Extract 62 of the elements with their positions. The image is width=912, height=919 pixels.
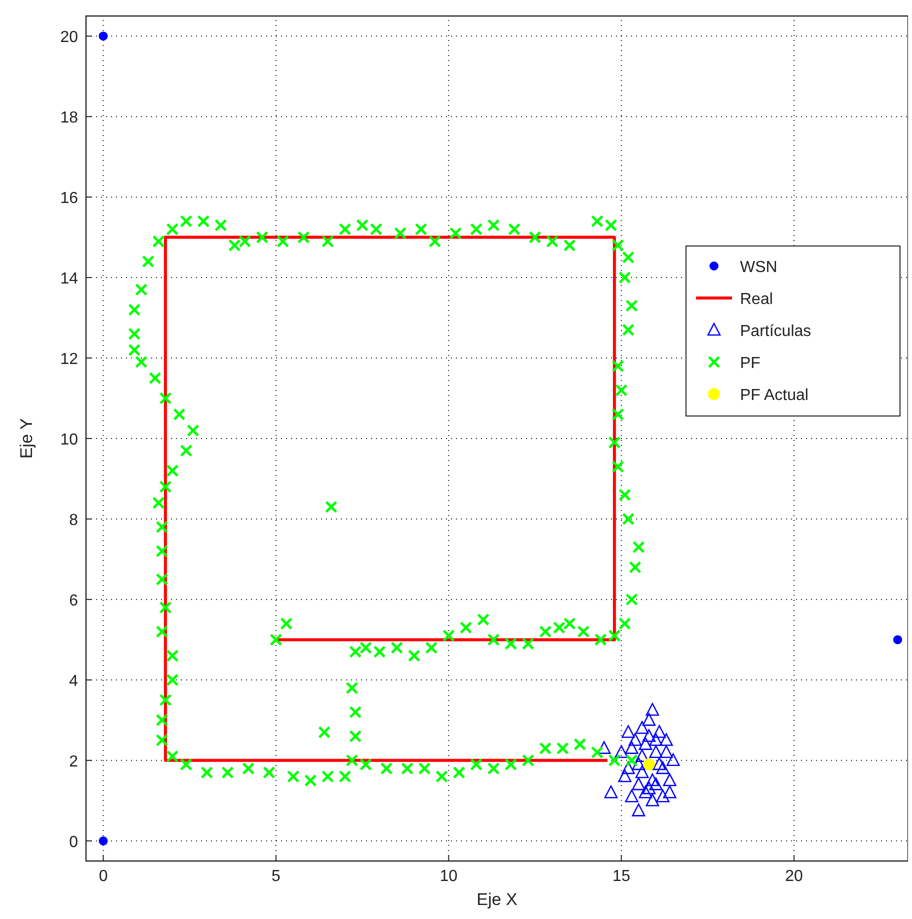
point <box>663 785 676 798</box>
point <box>632 804 646 816</box>
point <box>98 32 108 41</box>
point <box>625 741 638 754</box>
legend-label: WSN <box>740 259 778 276</box>
point <box>646 702 660 716</box>
point <box>622 725 635 738</box>
legend-label: Partículas <box>740 323 812 340</box>
point <box>660 745 673 758</box>
y-tick-label: 10 <box>60 432 78 448</box>
legend-label: PF Actual <box>740 387 808 404</box>
point <box>638 737 652 750</box>
y-tick-label: 16 <box>60 190 78 208</box>
y-tick-label: 8 <box>69 512 78 529</box>
x-tick-label: 0 <box>98 868 108 885</box>
point <box>622 761 635 774</box>
point <box>597 741 611 754</box>
x-tick-label: 10 <box>440 868 458 885</box>
x-tick-label: 20 <box>785 868 804 885</box>
point <box>652 757 666 770</box>
point <box>604 785 618 798</box>
point <box>632 757 646 770</box>
point <box>652 725 666 738</box>
point <box>666 753 680 766</box>
point <box>635 721 649 734</box>
point <box>628 733 642 746</box>
y-tick-label: 12 <box>60 351 78 368</box>
point <box>656 789 670 802</box>
point <box>649 733 663 746</box>
x-tick-label: 5 <box>272 868 281 885</box>
point <box>625 789 638 802</box>
y-axis-title: Eje Y <box>17 418 36 459</box>
point <box>646 773 660 786</box>
point <box>893 635 902 644</box>
x-axis-title: Eje X <box>476 890 518 909</box>
point <box>614 745 628 758</box>
y-tick-label: 18 <box>60 110 78 127</box>
point <box>98 836 108 846</box>
y-tick-label: 0 <box>69 834 78 851</box>
point <box>642 729 656 742</box>
point <box>638 785 652 798</box>
point <box>642 758 655 770</box>
point <box>632 777 646 790</box>
point <box>618 769 632 782</box>
legend-label: PF <box>740 355 761 372</box>
y-tick-label: 14 <box>60 270 78 288</box>
point <box>660 733 673 746</box>
point <box>642 781 656 794</box>
point <box>663 773 676 786</box>
point <box>649 745 663 758</box>
x-tick-label: 15 <box>612 868 630 885</box>
y-tick-label: 20 <box>60 29 78 46</box>
y-tick-label: 4 <box>69 672 78 690</box>
point <box>642 713 656 726</box>
y-tick-label: 2 <box>69 753 78 770</box>
legend-label: Real <box>740 291 773 308</box>
point <box>635 765 649 778</box>
point <box>635 749 649 762</box>
point <box>649 777 663 790</box>
y-tick-label: 6 <box>69 592 78 610</box>
point <box>646 793 660 806</box>
point <box>656 761 670 774</box>
